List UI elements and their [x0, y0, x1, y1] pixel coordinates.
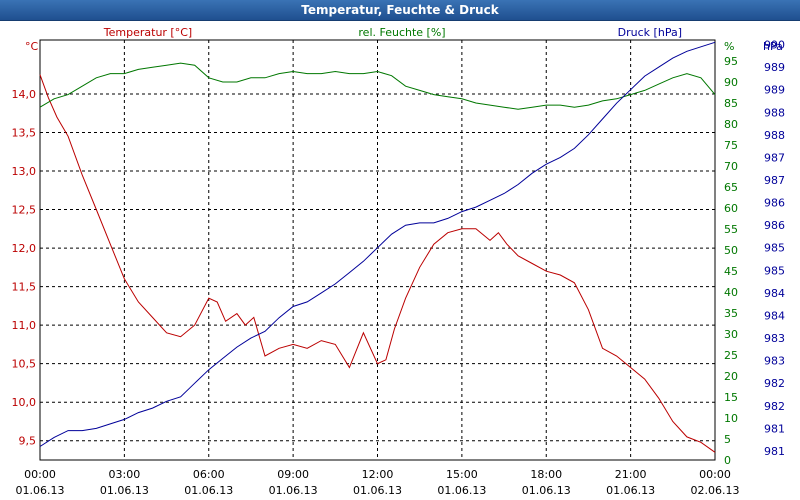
time-axis-ticks: 00:00 01.06.13 03:00 01.06.13 06:00 01.06.13 0… [16, 468, 740, 497]
temp-tick-label: 11,0 [12, 319, 37, 332]
pressure-tick-label: 987 [764, 151, 785, 164]
pressure-tick-label: 987 [764, 174, 785, 187]
hum-unit-label: % [724, 40, 734, 53]
date-tick-label: 01.06.13 [437, 484, 486, 497]
time-tick-label: 18:00 [530, 468, 562, 481]
humidity-tick-label: 80 [724, 118, 738, 131]
legend-humidity: rel. Feuchte [%] [358, 26, 445, 39]
time-tick-label: 12:00 [362, 468, 394, 481]
time-tick-label: 09:00 [277, 468, 309, 481]
time-tick-label: 06:00 [193, 468, 225, 481]
humidity-tick-label: 50 [724, 244, 738, 257]
date-tick-label: 02.06.13 [691, 484, 740, 497]
press-unit-label: hPa [763, 40, 783, 53]
humidity-tick-label: 60 [724, 202, 738, 215]
pressure-tick-label: 988 [764, 129, 785, 142]
pressure-tick-label: 982 [764, 377, 785, 390]
temp-axis-ticks: 9,5 10,0 10,5 11,0 11,5 12,0 12,5 13,0 13,5 14,0 [12, 88, 37, 448]
humidity-tick-label: 95 [724, 55, 738, 68]
pressure-tick-label: 985 [764, 242, 785, 255]
humidity-tick-label: 70 [724, 160, 738, 173]
humidity-tick-label: 45 [724, 265, 738, 278]
temperature-line [39, 74, 716, 453]
time-tick-label: 00:00 [24, 468, 56, 481]
time-tick-label: 00:00 [699, 468, 731, 481]
humidity-axis-ticks: 0 5 10 15 20 25 30 35 40 45 50 55 60 65 70 75 80 85 90 95 [724, 55, 738, 467]
pressure-line [39, 41, 716, 447]
pressure-tick-label: 982 [764, 400, 785, 413]
humidity-line [39, 62, 716, 110]
pressure-tick-label: 989 [764, 84, 785, 97]
temp-tick-label: 12,5 [12, 204, 37, 217]
humidity-tick-label: 85 [724, 97, 738, 110]
legend-temperature: Temperatur [°C] [103, 26, 192, 39]
date-tick-label: 01.06.13 [184, 484, 233, 497]
temp-tick-label: 11,5 [12, 281, 37, 294]
pressure-tick-label: 990 [764, 39, 785, 52]
humidity-tick-label: 40 [724, 286, 738, 299]
date-tick-label: 01.06.13 [16, 484, 65, 497]
pressure-tick-label: 988 [764, 106, 785, 119]
date-tick-label: 01.06.13 [100, 484, 149, 497]
temp-unit-label: °C [25, 40, 39, 53]
humidity-tick-label: 90 [724, 76, 738, 89]
humidity-tick-label: 10 [724, 412, 738, 425]
date-tick-label: 01.06.13 [522, 484, 571, 497]
pressure-tick-label: 984 [764, 287, 785, 300]
humidity-tick-label: 75 [724, 139, 738, 152]
humidity-tick-label: 0 [724, 454, 731, 467]
temp-tick-label: 14,0 [12, 88, 37, 101]
pressure-tick-label: 989 [764, 61, 785, 74]
chart-title: Temperatur, Feuchte & Druck [0, 0, 800, 21]
humidity-tick-label: 55 [724, 223, 738, 236]
pressure-tick-label: 981 [764, 422, 785, 435]
humidity-tick-label: 30 [724, 328, 738, 341]
time-tick-label: 21:00 [615, 468, 647, 481]
pressure-tick-label: 983 [764, 332, 785, 345]
date-tick-label: 01.06.13 [269, 484, 318, 497]
pressure-tick-label: 984 [764, 309, 785, 322]
date-tick-label: 01.06.13 [606, 484, 655, 497]
temp-tick-label: 10,5 [12, 358, 37, 371]
pressure-tick-label: 986 [764, 197, 785, 210]
temp-tick-label: 9,5 [19, 435, 37, 448]
temp-tick-label: 13,5 [12, 126, 37, 139]
humidity-tick-label: 15 [724, 391, 738, 404]
pressure-tick-label: 983 [764, 355, 785, 368]
humidity-tick-label: 65 [724, 181, 738, 194]
date-tick-label: 01.06.13 [353, 484, 402, 497]
legend-pressure: Druck [hPa] [618, 26, 682, 39]
humidity-tick-label: 25 [724, 349, 738, 362]
series-lines [39, 41, 716, 453]
time-tick-label: 15:00 [446, 468, 478, 481]
time-tick-label: 03:00 [109, 468, 141, 481]
pressure-tick-label: 981 [764, 445, 785, 458]
humidity-tick-label: 5 [724, 433, 731, 446]
humidity-tick-label: 20 [724, 370, 738, 383]
humidity-tick-label: 35 [724, 307, 738, 320]
pressure-tick-label: 985 [764, 264, 785, 277]
temp-tick-label: 10,0 [12, 396, 37, 409]
pressure-axis-ticks: 981 981 982 982 983 983 984 984 985 985 986 986 987 9… [764, 39, 785, 458]
pressure-tick-label: 986 [764, 219, 785, 232]
temp-tick-label: 12,0 [12, 242, 37, 255]
temp-tick-label: 13,0 [12, 165, 37, 178]
